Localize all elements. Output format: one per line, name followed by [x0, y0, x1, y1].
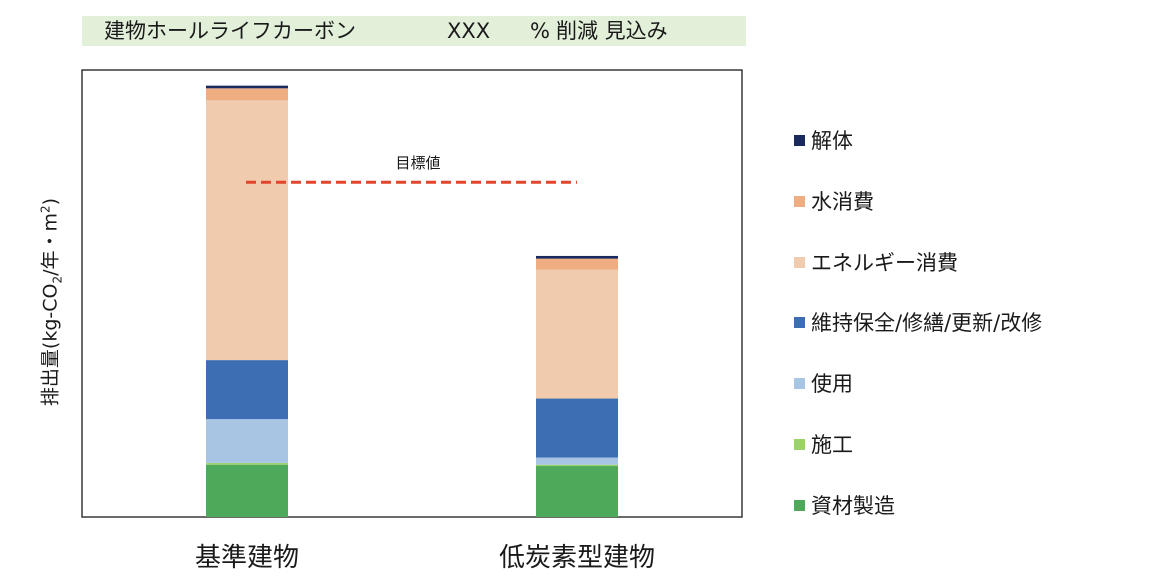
- bar-group: [206, 85, 618, 517]
- legend-item-1: 水消費: [794, 187, 874, 217]
- legend-swatch: [794, 378, 805, 390]
- legend-label: 維持保全/修繕/更新/改修: [811, 311, 1043, 336]
- legend-swatch: [794, 135, 805, 146]
- legend-swatch: [794, 499, 805, 511]
- legend-swatch: [794, 317, 805, 329]
- bar-segment-1-5: [536, 258, 618, 270]
- bar-segment-0-1: [206, 462, 288, 465]
- bar-segment-1-2: [536, 457, 618, 465]
- legend-item-0: 解体: [794, 126, 853, 156]
- bar-segment-0-0: [206, 464, 288, 517]
- banner-title: 建物ホールライフカーボン: [104, 19, 356, 43]
- target-label: 目標値: [395, 154, 440, 172]
- bar-segment-0-2: [206, 419, 288, 463]
- legend-label: 解体: [811, 129, 853, 153]
- legend-swatch: [794, 256, 805, 268]
- bar-segment-0-6: [206, 85, 288, 89]
- summary-banner: 建物ホールライフカーボン XXX % 削減 見込み: [82, 16, 746, 46]
- plot-area-frame: [81, 69, 743, 518]
- legend-swatch: [794, 439, 805, 450]
- banner-unit: %: [530, 19, 550, 43]
- bar-segment-1-1: [536, 464, 618, 467]
- bar-segment-1-6: [536, 255, 618, 259]
- legend-item-2: エネルギー消費: [794, 248, 958, 278]
- legend-item-5: 施工: [794, 430, 853, 460]
- bar-segment-1-0: [536, 466, 618, 517]
- x-category-label-1: 低炭素型建物: [498, 543, 656, 573]
- bar-segment-0-3: [206, 360, 288, 420]
- legend-label: 資材製造: [811, 493, 895, 518]
- bar-segment-1-3: [536, 398, 618, 458]
- banner-value: XXX: [447, 19, 491, 43]
- legend-swatch: [794, 195, 805, 207]
- legend-label: エネルギー消費: [811, 250, 958, 275]
- legend-item-4: 使用: [794, 369, 853, 399]
- legend-label: 水消費: [811, 189, 874, 214]
- bar-segment-1-4: [536, 269, 618, 399]
- banner-text: 削減 見込み: [556, 19, 668, 43]
- bar-segment-0-4: [206, 100, 288, 361]
- legend-label: 使用: [811, 372, 853, 397]
- bar-segment-0-5: [206, 88, 288, 101]
- legend-item-3: 維持保全/修繕/更新/改修: [794, 308, 1042, 338]
- legend-item-6: 資材製造: [794, 491, 895, 521]
- legend-label: 施工: [811, 433, 853, 457]
- x-category-label-0: 基準建物: [194, 543, 300, 573]
